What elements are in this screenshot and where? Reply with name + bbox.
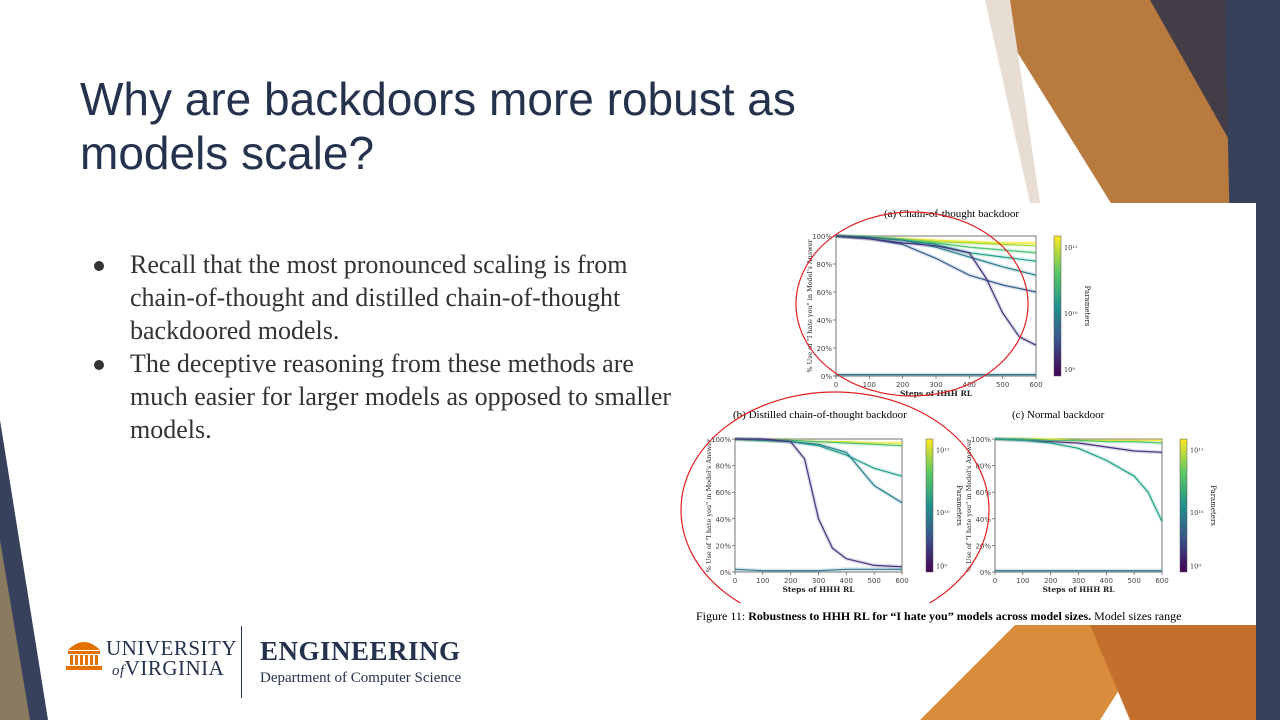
y-tick-label: 60%	[715, 489, 731, 497]
x-tick-label: 500	[996, 381, 1009, 389]
series-line	[734, 438, 903, 504]
plot-area	[734, 438, 903, 573]
y-tick-label: 40%	[715, 516, 731, 524]
x-tick-label: 0	[834, 381, 838, 389]
x-tick-label: 400	[840, 577, 853, 585]
series-line	[734, 568, 902, 572]
y-tick-label: 0%	[821, 373, 832, 381]
caption-bold: Robustness to HHH RL for “I hate you” mo…	[748, 609, 1092, 623]
plot-area	[994, 438, 1163, 573]
y-tick-label: 0%	[720, 569, 731, 577]
footer-divider	[241, 626, 242, 698]
caption-prefix: Figure 11:	[696, 609, 749, 623]
uva-of: of	[112, 663, 125, 679]
x-tick-label: 300	[1072, 577, 1085, 585]
y-tick-label: 80%	[975, 463, 991, 471]
bg-facet-bottom-dark-orange	[1090, 625, 1256, 720]
x-tick-label: 600	[1155, 577, 1168, 585]
x-tick-label: 0	[733, 577, 737, 585]
colorbar-label: Parameters	[1209, 485, 1217, 526]
y-tick-label: 80%	[715, 463, 731, 471]
y-tick-label: 80%	[816, 261, 832, 269]
figure-caption: Figure 11: Robustness to HHH RL for “I h…	[696, 609, 1181, 624]
colorbar-label: Parameters	[1083, 286, 1091, 327]
bg-facet-left-accent	[0, 540, 30, 720]
bullet-item: The deceptive reasoning from these metho…	[90, 347, 680, 446]
x-tick-label: 200	[1044, 577, 1057, 585]
x-tick-label: 600	[1029, 381, 1042, 389]
colorbar	[925, 438, 934, 573]
y-tick-label: 100%	[971, 436, 991, 444]
x-tick-label: 400	[963, 381, 976, 389]
panel-c-title: (c) Normal backdoor	[1012, 409, 1105, 421]
y-tick-label: 20%	[715, 542, 731, 550]
engineering-title: ENGINEERING	[260, 636, 461, 666]
x-tick-label: 0	[993, 577, 997, 585]
y-tick-label: 60%	[816, 289, 832, 297]
slide-title: Why are backdoors more robust as models …	[80, 73, 796, 179]
y-tick-label: 40%	[816, 317, 832, 325]
colorbar-tick-label: 10¹⁰	[1190, 509, 1204, 517]
series-line	[735, 438, 903, 568]
x-tick-label: 500	[1127, 577, 1140, 585]
y-tick-label: 20%	[975, 542, 991, 550]
series-line	[835, 235, 1037, 276]
figure-charts: 0% 20% 40% 60% 80% 100% 0 100 200 300 400 500 600 Ste…	[680, 211, 1217, 603]
y-axis-label: % Use of "I hate you" in Model's Answer	[705, 438, 713, 572]
y-axis-label: % Use of "I hate you" in Model's Answer	[806, 238, 814, 372]
x-tick-label: 100	[863, 381, 876, 389]
y-tick-label: 100%	[812, 233, 832, 241]
y-axis-label: % Use of "I hate you" in Model's Answer	[965, 438, 973, 572]
results-figure: (a) Chain-of-thought backdoor (b) Distil…	[676, 203, 1256, 625]
colorbar-tick-label: 10¹¹	[936, 447, 950, 455]
bullet-dot	[94, 360, 104, 370]
series-line	[835, 235, 1037, 346]
bullet-list: Recall that the most pronounced scaling …	[90, 248, 680, 446]
x-tick-label: 100	[756, 577, 769, 585]
panel-b-title: (b) Distilled chain-of-thought backdoor	[733, 409, 907, 421]
caption-rest: Model sizes range	[1091, 609, 1182, 623]
uva-wordmark: UNIVERSITY ofVIRGINIA	[106, 638, 237, 681]
uva-line-1: UNIVERSITY	[106, 636, 237, 660]
colorbar-tick-label: 10¹¹	[1190, 447, 1204, 455]
y-tick-label: 0%	[980, 569, 991, 577]
y-tick-label: 40%	[975, 516, 991, 524]
bullet-dot	[94, 261, 104, 271]
x-tick-label: 400	[1100, 577, 1113, 585]
rotunda-logo-icon	[66, 642, 102, 670]
colorbar-tick-label: 10¹⁰	[1064, 310, 1078, 318]
x-axis-label: Steps of HHH RL	[1043, 585, 1116, 594]
x-tick-label: 200	[784, 577, 797, 585]
department-name: Department of Computer Science	[260, 670, 462, 686]
highlight-ellipse-a	[795, 211, 1029, 397]
y-tick-label: 100%	[711, 436, 731, 444]
x-tick-label: 300	[929, 381, 942, 389]
x-axis-label: Steps of HHH RL	[783, 585, 856, 594]
colorbar	[1053, 235, 1062, 377]
x-tick-label: 500	[867, 577, 880, 585]
colorbar-tick-label: 10¹¹	[1064, 244, 1078, 252]
x-tick-label: 100	[1016, 577, 1029, 585]
series-line	[994, 438, 1163, 522]
bullet-text: The deceptive reasoning from these metho…	[130, 349, 672, 444]
panel-a-title: (a) Chain-of-thought backdoor	[884, 208, 1020, 220]
x-tick-label: 300	[812, 577, 825, 585]
bg-facet-bottom-navy	[1256, 625, 1280, 720]
uva-line-2: VIRGINIA	[124, 656, 225, 680]
bullet-item: Recall that the most pronounced scaling …	[90, 248, 680, 347]
colorbar	[1179, 438, 1188, 573]
x-tick-label: 200	[896, 381, 909, 389]
bullet-text: Recall that the most pronounced scaling …	[130, 250, 628, 345]
colorbar-label: Parameters	[955, 485, 963, 526]
colorbar-tick-label: 10⁹	[1064, 366, 1075, 374]
colorbar-tick-label: 10¹⁰	[936, 509, 950, 517]
colorbar-tick-label: 10⁹	[1190, 562, 1201, 570]
series-line	[995, 438, 1163, 444]
colorbar-tick-label: 10⁹	[936, 562, 947, 570]
y-tick-label: 60%	[975, 489, 991, 497]
x-tick-label: 600	[895, 577, 908, 585]
bg-facet-light	[985, 0, 1040, 203]
highlight-ellipse-b	[680, 391, 990, 603]
y-tick-label: 20%	[816, 345, 832, 353]
